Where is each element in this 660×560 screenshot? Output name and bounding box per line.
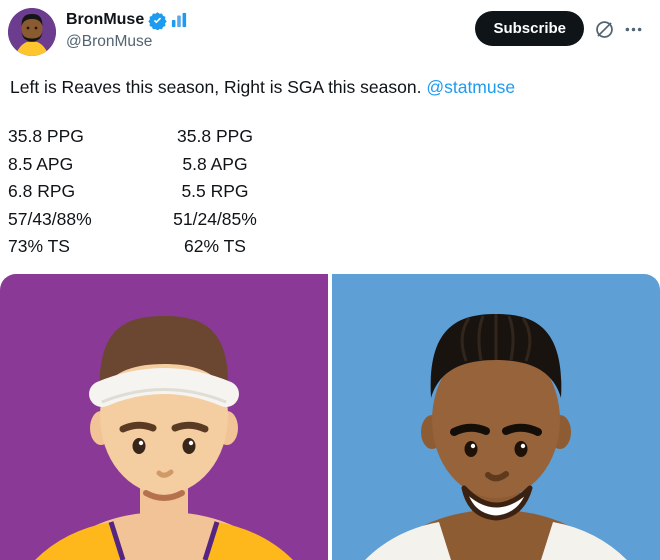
subscribe-button[interactable]: Subscribe xyxy=(475,11,584,46)
stat-line: 35.8 PPG xyxy=(177,126,253,146)
stats-block: 35.8 PPG 8.5 APG 6.8 RPG 57/43/88% 73% T… xyxy=(0,123,660,261)
stat-line: 8.5 APG xyxy=(8,153,74,174)
verified-badge-icon xyxy=(148,11,167,30)
stats-column-right: 35.8 PPG 5.8 APG 5.5 RPG 51/24/85% 62% T… xyxy=(160,123,270,261)
stat-line: 51/24/85% xyxy=(173,208,257,229)
tweet-image[interactable] xyxy=(0,273,660,560)
avatar[interactable] xyxy=(8,8,56,56)
bar-chart-icon xyxy=(171,12,187,28)
handle[interactable]: @BronMuse xyxy=(66,33,153,50)
tweet-text: Left is Reaves this season, Right is SGA… xyxy=(0,76,660,99)
identity-block: BronMuse @BronMuse xyxy=(66,8,467,52)
stat-line: 35.8 PPG xyxy=(8,126,84,146)
grok-actions-button[interactable] xyxy=(590,15,619,44)
more-button[interactable] xyxy=(619,15,648,44)
reaves-illustration xyxy=(0,273,328,560)
grok-icon xyxy=(596,21,613,38)
left-player-panel[interactable] xyxy=(0,273,328,560)
sga-illustration xyxy=(332,273,660,560)
stat-line: 5.5 RPG xyxy=(181,181,249,201)
tweet-body-text: Left is Reaves this season, Right is SGA… xyxy=(10,77,427,97)
mention-link-statmuse[interactable]: @statmuse xyxy=(426,77,516,97)
stat-line: 62% TS xyxy=(184,236,246,256)
right-player-panel[interactable] xyxy=(332,273,660,560)
stats-column-left: 35.8 PPG 8.5 APG 6.8 RPG 57/43/88% 73% T… xyxy=(8,123,160,261)
more-ellipsis-icon xyxy=(625,27,642,32)
avatar-lebron-illustration xyxy=(8,8,56,56)
stat-line: 6.8 RPG xyxy=(8,181,76,201)
display-name[interactable]: BronMuse xyxy=(66,11,145,28)
stat-line: 57/43/88% xyxy=(8,208,92,229)
stat-line: 73% TS xyxy=(8,236,70,256)
stat-line: 5.8 APG xyxy=(182,153,248,174)
post-header: BronMuse @BronMuse Subscribe xyxy=(0,0,660,56)
